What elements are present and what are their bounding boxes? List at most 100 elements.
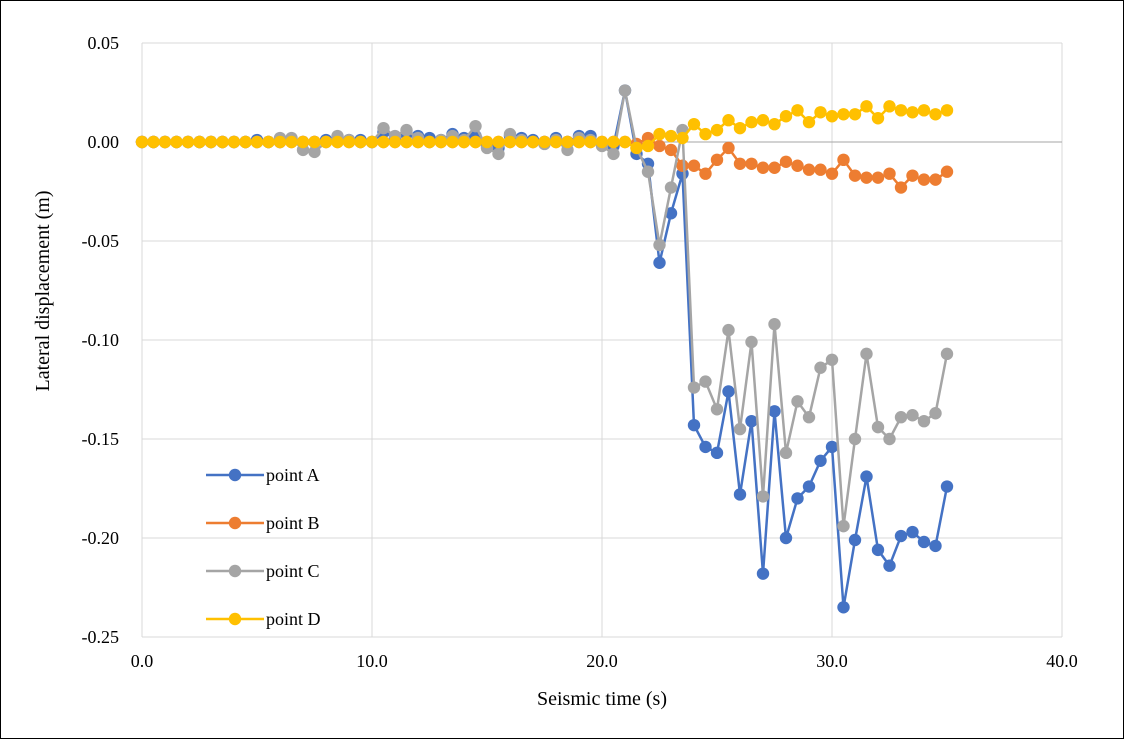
data-point-point-c bbox=[779, 446, 793, 460]
data-point-point-d bbox=[710, 123, 724, 137]
data-point-point-d bbox=[745, 116, 758, 129]
y-tick-label: -0.05 bbox=[82, 231, 120, 251]
data-point-point-a bbox=[779, 531, 793, 545]
data-point-point-c bbox=[871, 420, 885, 434]
data-point-point-d bbox=[135, 135, 149, 149]
data-point-point-a bbox=[860, 470, 873, 483]
data-point-point-a bbox=[791, 492, 804, 505]
data-point-point-d bbox=[779, 110, 793, 123]
data-point-point-a bbox=[733, 488, 747, 501]
data-point-point-d bbox=[630, 141, 643, 155]
data-point-point-d bbox=[871, 112, 885, 125]
data-point-point-d bbox=[457, 135, 471, 149]
data-point-point-d bbox=[446, 135, 459, 149]
data-point-point-d bbox=[273, 135, 287, 149]
data-point-point-c bbox=[469, 119, 482, 133]
data-point-point-b bbox=[894, 181, 908, 194]
x-axis-title: Seismic time (s) bbox=[537, 688, 667, 710]
data-point-point-d bbox=[860, 100, 873, 113]
data-point-point-a bbox=[664, 207, 678, 220]
data-point-point-a bbox=[745, 414, 758, 428]
data-point-point-a bbox=[699, 440, 712, 454]
data-point-point-d bbox=[906, 106, 919, 119]
legend-label: point D bbox=[266, 609, 321, 629]
data-point-point-d bbox=[492, 135, 505, 149]
data-point-point-a bbox=[883, 559, 896, 572]
data-point-point-d bbox=[733, 121, 747, 135]
data-point-point-d bbox=[538, 135, 551, 149]
data-point-point-a bbox=[940, 480, 954, 493]
data-point-point-c bbox=[906, 409, 919, 422]
legend-item-point-d: point D bbox=[206, 609, 321, 629]
y-axis-title: Lateral displacement (m) bbox=[32, 190, 54, 391]
data-point-point-a bbox=[894, 529, 908, 543]
data-point-point-c bbox=[618, 84, 632, 97]
data-point-point-c bbox=[756, 490, 770, 503]
data-point-point-d bbox=[561, 135, 574, 149]
data-point-point-c bbox=[722, 323, 735, 337]
data-point-point-c bbox=[837, 519, 850, 533]
data-point-point-d bbox=[480, 135, 494, 149]
data-point-point-d bbox=[158, 135, 172, 149]
data-point-point-b bbox=[791, 159, 804, 172]
legend-swatch-marker bbox=[228, 468, 242, 482]
legend-item-point-a: point A bbox=[206, 465, 320, 485]
y-tick-label: 0.00 bbox=[88, 132, 120, 152]
data-point-point-b bbox=[699, 167, 712, 180]
data-point-point-a bbox=[837, 601, 850, 614]
data-point-point-b bbox=[779, 155, 793, 168]
data-point-point-d bbox=[400, 135, 413, 149]
data-point-point-d bbox=[204, 135, 218, 149]
series-point-d bbox=[135, 100, 954, 155]
data-point-point-d bbox=[342, 135, 356, 149]
legend-label: point B bbox=[266, 513, 320, 533]
data-point-point-d bbox=[894, 104, 908, 117]
data-point-point-c bbox=[710, 403, 724, 416]
data-point-point-b bbox=[722, 141, 735, 155]
y-tick-label: -0.25 bbox=[82, 627, 120, 647]
data-point-point-d bbox=[296, 135, 310, 149]
data-point-point-b bbox=[768, 161, 781, 174]
data-point-point-c bbox=[641, 165, 655, 178]
data-point-point-d bbox=[239, 135, 252, 149]
y-tick-label: 0.05 bbox=[88, 33, 120, 53]
data-point-point-d bbox=[653, 127, 666, 141]
legend-item-point-b: point B bbox=[206, 513, 320, 533]
data-point-point-d bbox=[319, 135, 333, 149]
legend-label: point A bbox=[266, 465, 320, 485]
data-point-point-a bbox=[848, 533, 862, 547]
data-point-point-c bbox=[492, 147, 505, 161]
data-point-point-a bbox=[906, 525, 919, 539]
data-point-point-d bbox=[929, 108, 942, 121]
data-point-point-c bbox=[802, 411, 816, 424]
data-point-point-c bbox=[733, 422, 747, 436]
data-point-point-d bbox=[181, 135, 195, 149]
data-point-point-d bbox=[250, 135, 264, 149]
data-point-point-a bbox=[814, 454, 827, 467]
data-point-point-c bbox=[664, 181, 678, 194]
legend: point A point B point C point D bbox=[206, 465, 321, 629]
data-point-point-b bbox=[733, 157, 747, 170]
legend-swatch-marker bbox=[228, 516, 242, 530]
data-point-point-c bbox=[699, 375, 712, 388]
data-point-point-d bbox=[802, 116, 816, 129]
data-point-point-d bbox=[687, 117, 701, 131]
data-point-point-d bbox=[940, 104, 954, 117]
data-point-point-d bbox=[848, 108, 862, 121]
data-point-point-d bbox=[423, 135, 436, 149]
data-point-point-d bbox=[791, 104, 804, 117]
data-point-point-c bbox=[860, 347, 873, 361]
data-point-point-c bbox=[883, 432, 896, 446]
data-point-point-b bbox=[664, 143, 678, 157]
data-point-point-d bbox=[699, 127, 712, 141]
data-point-point-d bbox=[285, 135, 298, 149]
data-point-point-c bbox=[745, 335, 758, 349]
y-tick-label: -0.20 bbox=[82, 528, 120, 548]
data-point-point-d bbox=[917, 104, 931, 117]
data-point-point-a bbox=[825, 440, 839, 454]
data-point-point-d bbox=[262, 135, 275, 149]
data-point-point-b bbox=[848, 169, 862, 182]
data-point-point-d bbox=[365, 135, 379, 149]
data-point-point-c bbox=[308, 145, 321, 159]
